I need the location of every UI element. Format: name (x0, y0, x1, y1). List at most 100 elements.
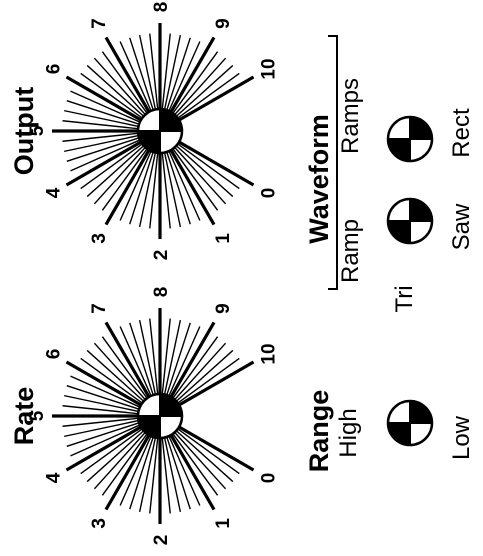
rate-dial-ticks (52, 308, 255, 524)
range-option-low: Low (448, 415, 475, 460)
minor-tick-14 (119, 435, 152, 506)
minor-tick-38 (138, 319, 157, 395)
minor-tick-29 (70, 375, 141, 408)
scale-label-0: 0 (258, 473, 279, 484)
minor-tick-46 (172, 336, 219, 399)
output-knob-face[interactable] (136, 107, 184, 155)
output-title: Output (9, 87, 39, 175)
minor-tick-37 (129, 322, 154, 396)
minor-tick-13 (129, 436, 154, 510)
major-tick-35 (104, 36, 151, 113)
minor-tick-44 (168, 41, 201, 112)
major-tick-20 (65, 140, 142, 187)
minor-tick-43 (166, 37, 191, 111)
minor-tick-43 (166, 322, 191, 396)
minor-tick-19 (80, 143, 143, 190)
scale-label-3: 3 (89, 518, 110, 529)
scale-label-2: 2 (151, 250, 172, 261)
scale-label-1: 1 (213, 518, 234, 529)
scale-label-4: 4 (44, 187, 65, 198)
minor-tick-12 (138, 152, 157, 228)
range-switch[interactable] (386, 399, 434, 447)
minor-tick-36 (119, 326, 152, 397)
minor-tick-11 (149, 437, 159, 514)
minor-tick-48 (175, 349, 234, 402)
scale-label-0: 0 (258, 188, 279, 199)
scale-label-7: 7 (89, 18, 110, 29)
waveform-bracket (328, 35, 338, 290)
minor-tick-31 (80, 72, 143, 119)
scale-label-10: 10 (258, 343, 279, 364)
minor-tick-4 (172, 433, 219, 496)
minor-tick-1 (177, 428, 240, 475)
minor-tick-12 (138, 437, 157, 513)
waveform-switch-rect[interactable] (386, 115, 434, 163)
major-tick-5 (169, 434, 216, 511)
scale-label-5: 5 (27, 125, 48, 136)
minor-tick-4 (172, 148, 219, 211)
scale-label-10: 10 (258, 58, 279, 79)
minor-tick-31 (80, 357, 143, 404)
minor-tick-47 (174, 342, 227, 401)
scale-label-8: 8 (151, 287, 172, 298)
minor-tick-3 (174, 146, 227, 205)
major-tick-5 (169, 149, 216, 226)
range-switch-quadrant-a (410, 401, 432, 423)
minor-tick-47 (174, 57, 227, 116)
minor-tick-21 (70, 139, 141, 172)
minor-tick-22 (66, 422, 140, 447)
minor-tick-27 (63, 109, 139, 128)
minor-tick-23 (63, 419, 139, 438)
minor-tick-1 (177, 143, 240, 190)
minor-tick-44 (168, 326, 201, 397)
minor-tick-24 (62, 417, 139, 427)
rate-knob[interactable]: 0 1 2 3 4 5 6 7 8 9 10 (27, 287, 279, 546)
scale-label-3: 3 (89, 233, 110, 244)
minor-tick-9 (161, 437, 171, 514)
scale-label-8: 8 (151, 2, 172, 13)
rate-title: Rate (9, 387, 39, 446)
major-tick-0 (178, 140, 255, 187)
output-dial-scale: 0 1 2 3 4 5 6 7 8 9 10 (27, 2, 279, 261)
minor-tick-41 (161, 33, 171, 110)
scale-label-5: 5 (27, 410, 48, 421)
minor-tick-18 (86, 145, 145, 198)
minor-tick-2 (175, 145, 234, 198)
minor-tick-29 (70, 90, 141, 123)
waveform-title: Waveform (304, 114, 334, 244)
major-tick-20 (65, 425, 142, 472)
minor-tick-9 (161, 152, 171, 229)
minor-tick-13 (129, 151, 154, 225)
output-knob[interactable]: 0 1 2 3 4 5 6 7 8 9 10 (27, 2, 279, 261)
minor-tick-28 (66, 100, 140, 125)
minor-tick-33 (93, 57, 146, 116)
major-tick-35 (104, 321, 151, 398)
minor-tick-49 (177, 72, 240, 119)
waveform-option-saw: Saw (448, 203, 475, 250)
output-knob-quadrant-b (138, 131, 160, 153)
minor-tick-33 (93, 342, 146, 401)
major-tick-45 (169, 36, 216, 113)
minor-tick-23 (63, 134, 139, 153)
minor-tick-22 (66, 137, 140, 162)
major-tick-30 (65, 75, 142, 122)
scale-label-9: 9 (213, 303, 234, 314)
minor-tick-2 (175, 430, 234, 483)
rate-knob-face[interactable] (136, 392, 184, 440)
waveform-switch-tri-saw-quadrant-a (410, 199, 432, 221)
minor-tick-42 (163, 34, 182, 110)
minor-tick-6 (168, 435, 201, 506)
scale-label-7: 7 (89, 303, 110, 314)
waveform-option-rect: Rect (448, 108, 475, 158)
major-tick-50 (178, 360, 255, 407)
waveform-group-ramps: Ramps (337, 78, 364, 154)
minor-tick-17 (93, 146, 146, 205)
minor-tick-34 (101, 51, 148, 114)
minor-tick-8 (163, 437, 182, 513)
major-tick-45 (169, 321, 216, 398)
scale-label-6: 6 (44, 64, 65, 75)
waveform-switch-tri-saw[interactable] (386, 197, 434, 245)
minor-tick-36 (119, 41, 152, 112)
minor-tick-41 (161, 318, 171, 395)
